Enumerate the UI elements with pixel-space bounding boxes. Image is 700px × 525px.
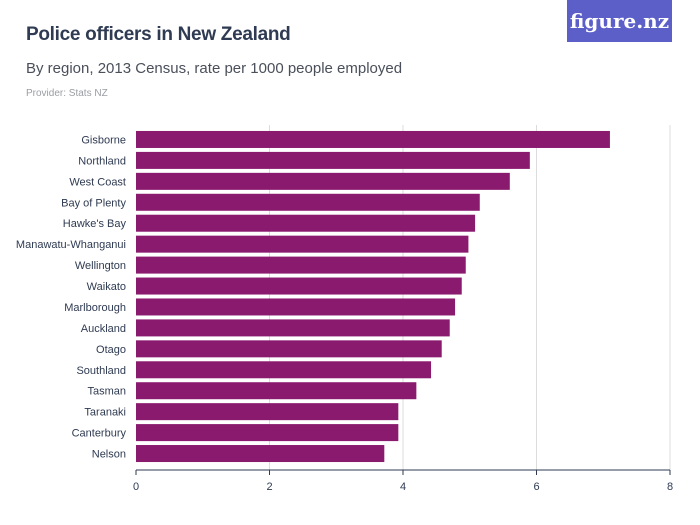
- category-label: Auckland: [81, 323, 126, 335]
- x-axis: 0 2 4 6 8: [133, 469, 673, 493]
- category-label: Wellington: [75, 260, 126, 272]
- x-tick-label: 8: [667, 481, 673, 493]
- bar-gisborne[interactable]: [136, 130, 610, 148]
- chart-title: Police officers in New Zealand: [26, 24, 291, 45]
- bar-wellington[interactable]: [136, 256, 466, 274]
- category-label: Taranaki: [84, 407, 126, 419]
- bar-hawke-s-bay[interactable]: [136, 214, 476, 232]
- provider-label: Provider: Stats NZ: [26, 88, 108, 99]
- category-label: Gisborne: [81, 134, 126, 146]
- chart-subtitle: By region, 2013 Census, rate per 1000 pe…: [26, 60, 403, 77]
- category-label: West Coast: [69, 176, 126, 188]
- category-label: Manawatu-Whanganui: [16, 239, 126, 251]
- category-label: Southland: [76, 365, 126, 377]
- bar-taranaki[interactable]: [136, 403, 399, 421]
- bar-southland[interactable]: [136, 361, 432, 379]
- category-label: Hawke's Bay: [63, 218, 127, 230]
- category-label: Marlborough: [64, 302, 126, 314]
- bar-nelson[interactable]: [136, 445, 385, 463]
- bar-canterbury[interactable]: [136, 424, 399, 442]
- x-tick-label: 2: [266, 481, 272, 493]
- bar-northland[interactable]: [136, 151, 530, 169]
- category-label: Bay of Plenty: [61, 197, 126, 209]
- bar-tasman[interactable]: [136, 382, 417, 400]
- x-tick-label: 6: [533, 481, 539, 493]
- bar-bay-of-plenty[interactable]: [136, 193, 480, 211]
- bar-waikato[interactable]: [136, 277, 462, 295]
- bar-otago[interactable]: [136, 340, 442, 358]
- bars: [136, 130, 610, 463]
- bar-manawatu-whanganui[interactable]: [136, 235, 469, 253]
- x-tick-label: 4: [400, 481, 406, 493]
- category-label: Otago: [96, 344, 126, 356]
- x-tick-label: 0: [133, 481, 139, 493]
- category-labels: Gisborne Northland West Coast Bay of Plenty…: [16, 134, 127, 460]
- bar-marlborough[interactable]: [136, 298, 456, 316]
- figure-nz-logo[interactable]: figure.nz: [567, 0, 672, 42]
- category-label: Waikato: [87, 281, 126, 293]
- category-label: Nelson: [92, 449, 126, 461]
- bar-auckland[interactable]: [136, 319, 450, 337]
- category-label: Canterbury: [72, 428, 127, 440]
- category-label: Northland: [78, 155, 126, 167]
- bar-west-coast[interactable]: [136, 172, 510, 190]
- category-label: Tasman: [87, 386, 126, 398]
